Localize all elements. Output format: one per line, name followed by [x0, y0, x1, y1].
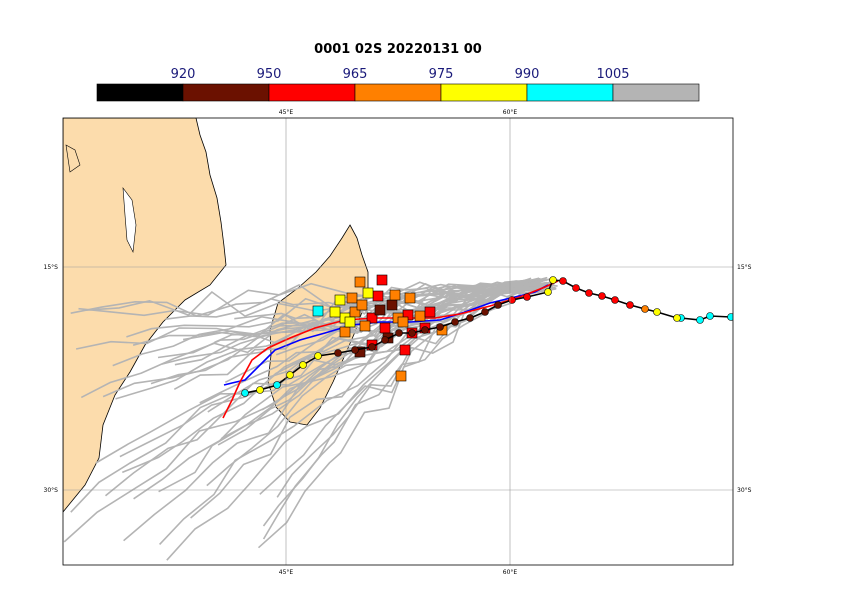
colorbar-label: 920 — [171, 67, 196, 82]
best-track-point — [706, 312, 714, 320]
best-track-point — [351, 346, 359, 354]
best-track — [241, 276, 733, 397]
lon-label: 60°E — [503, 569, 518, 576]
best-track-point — [421, 326, 429, 334]
best-track-point — [653, 308, 661, 316]
best-track-point — [598, 292, 606, 300]
forecast-square — [312, 305, 324, 317]
best-track-point — [549, 276, 557, 284]
colorbar-label: 975 — [429, 67, 454, 82]
best-track-point — [727, 313, 733, 321]
best-track-point — [436, 323, 444, 331]
ensemble-track — [159, 284, 550, 545]
colorbar-label: 950 — [257, 67, 282, 82]
forecast-square — [359, 320, 371, 332]
best-track-point — [523, 293, 531, 301]
lat-label: 15°S — [737, 264, 752, 271]
ensemble-track — [63, 278, 551, 543]
best-track-point — [494, 301, 502, 309]
forecast-square — [379, 322, 391, 334]
forecast-square — [354, 276, 366, 288]
forecast-square — [376, 274, 388, 286]
forecast-square — [414, 310, 426, 322]
best-track-point — [559, 277, 567, 285]
lon-label: 45°E — [279, 569, 294, 576]
title: 0001 02S 20220131 00 — [314, 42, 482, 57]
ensemble-track — [165, 282, 540, 320]
forecast-square — [356, 299, 368, 311]
best-track-point — [626, 301, 634, 309]
lat-label: 15°S — [44, 264, 59, 271]
best-track-point — [408, 329, 416, 337]
forecast-square — [362, 287, 374, 299]
forecast-square — [344, 316, 356, 328]
graticule — [63, 118, 733, 565]
map-frame — [62, 117, 734, 566]
colorbar-label: 965 — [343, 67, 368, 82]
best-track-point — [466, 314, 474, 322]
forecast-square — [395, 370, 407, 382]
colorbar — [96, 83, 700, 102]
best-track-point — [286, 371, 294, 379]
best-track-point — [314, 352, 322, 360]
forecast-square — [386, 299, 398, 311]
ensemble-track — [190, 279, 527, 519]
best-track-point — [241, 389, 249, 397]
track-red — [222, 280, 559, 419]
best-track-point — [481, 308, 489, 316]
forecast-square — [424, 306, 436, 318]
best-track-point — [572, 284, 580, 292]
best-track-point — [673, 314, 681, 322]
forecast-square — [346, 292, 358, 304]
ensemble-track — [102, 278, 547, 398]
forecast-square — [389, 289, 401, 301]
best-track-point — [544, 288, 552, 296]
map — [63, 118, 733, 565]
best-track-point — [256, 386, 264, 394]
ensemble-track — [133, 284, 536, 500]
best-track-point — [508, 296, 516, 304]
forecast-square — [366, 312, 378, 324]
forecast-square — [334, 294, 346, 306]
island — [65, 144, 81, 173]
forecast-square — [374, 304, 386, 316]
best-track-point — [451, 318, 459, 326]
lat-label: 30°S — [737, 487, 752, 494]
lon-label: 60°E — [503, 109, 518, 116]
forecast-square — [404, 292, 416, 304]
best-track-point — [273, 381, 281, 389]
best-track-point — [696, 316, 704, 324]
forecast-square — [339, 326, 351, 338]
best-track-point — [585, 289, 593, 297]
best-track-point — [641, 305, 649, 313]
colorbar-label: 990 — [515, 67, 540, 82]
best-track-point — [299, 361, 307, 369]
ensemble-track — [158, 279, 535, 493]
colorbar-label: 1005 — [596, 67, 629, 82]
forecast-square — [399, 344, 411, 356]
lon-label: 45°E — [279, 109, 294, 116]
lat-label: 30°S — [44, 487, 59, 494]
best-track-point — [368, 343, 376, 351]
best-track-point — [611, 296, 619, 304]
best-track-point — [395, 329, 403, 337]
forecast-square — [329, 306, 341, 318]
best-track-point — [334, 349, 342, 357]
forecast-square — [372, 290, 384, 302]
lake — [122, 187, 137, 254]
forecast-square — [397, 316, 409, 328]
best-track-point — [381, 336, 389, 344]
